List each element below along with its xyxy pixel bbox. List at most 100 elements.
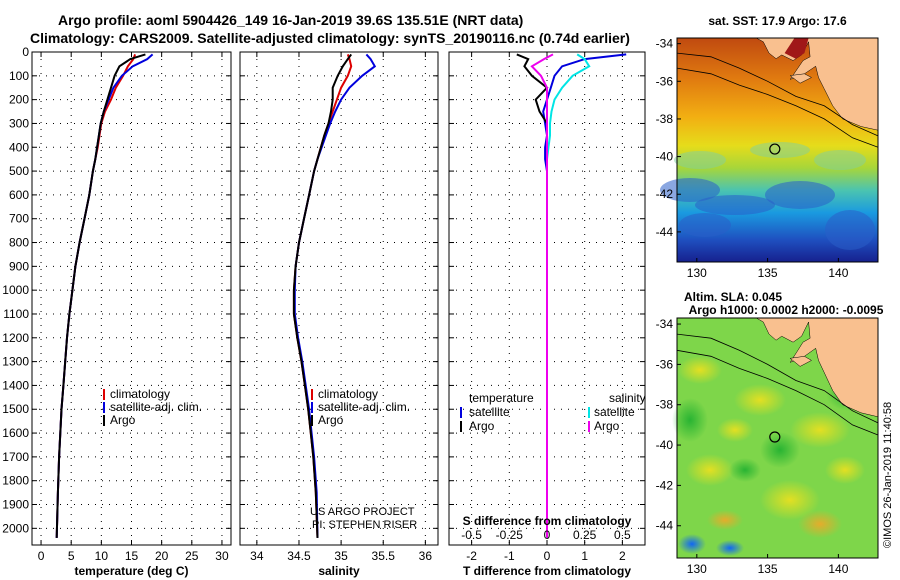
legend-temperature-head: temperature [469, 391, 534, 405]
figure-title-line2: Climatology: CARS2009. Satellite-adjuste… [30, 30, 630, 46]
legend-label-temp: satellite [469, 405, 510, 419]
credit-project: US ARGO PROJECT [310, 506, 415, 518]
map-x-tick-label: 135 [758, 562, 778, 576]
y-tick-label: 1100 [3, 307, 29, 321]
copyright-text: ©IMOS 26-Jan-2019 11:40:58 [882, 402, 894, 548]
legend-label-satellite: satellite-adj. clim. [110, 400, 202, 414]
y-tick-label: 200 [9, 93, 29, 107]
map-x-tick-label: 130 [687, 266, 707, 280]
x-tick-label: -1 [504, 549, 515, 563]
y-tick-label: 1800 [2, 474, 29, 488]
warm-gulf-water [784, 38, 809, 59]
depth-contour [676, 67, 879, 148]
land-kangaroo-island [789, 356, 813, 367]
x-tick-label: 0 [38, 549, 45, 563]
x-axis-label: salinity [318, 564, 360, 578]
land-australia [756, 37, 879, 131]
sla-anomaly-blob [686, 454, 734, 486]
x-tick-label: 30 [215, 549, 229, 563]
y-tick-label: 1000 [2, 283, 29, 297]
sst-cool-patch [674, 151, 726, 169]
map-y-tick-label: -42 [656, 187, 674, 201]
panel-salinity: 34 34.5 35 35.5 36 salinity climatologysatelli… [239, 51, 439, 578]
map-x-tick-label: 135 [758, 266, 778, 280]
map-frame [676, 317, 879, 559]
map-title: sat. SST: 17.9 Argo: 17.6 [708, 14, 847, 28]
map-y-tick-label: -38 [656, 112, 674, 126]
argo-location-marker [769, 431, 781, 443]
series-line-climatology [292, 54, 353, 538]
legend-label-satellite: satellite-adj. clim. [318, 400, 410, 414]
land-kangaroo-island [789, 73, 813, 84]
x-tick-label: 20 [155, 549, 169, 563]
x-tick-label: -2 [466, 549, 477, 563]
x-tick-label: 35.5 [372, 549, 396, 563]
depth-contour [676, 52, 879, 137]
sla-anomaly-blob [825, 456, 865, 484]
x-tick-label: 35 [334, 549, 348, 563]
x2-tick-label: 0.25 [573, 528, 597, 542]
y-tick-label: 100 [9, 69, 29, 83]
profile-panels: 0 5 10 15 20 25 300100200300400500600700800900… [2, 45, 645, 578]
sla-anomaly-blob [707, 510, 743, 530]
y-tick-label: 400 [9, 140, 29, 154]
sla-anomaly-blob [717, 418, 753, 442]
y-tick-label: 1200 [2, 331, 29, 345]
y-tick-label: 600 [9, 188, 29, 202]
series-line-argo [55, 53, 146, 538]
sla-anomaly-blob [760, 480, 820, 520]
legend-label-argo: Argo [318, 413, 344, 427]
x2-tick-label: -0.25 [496, 528, 524, 542]
sla-anomaly-blob [729, 458, 761, 482]
y-tick-label: 800 [9, 236, 29, 250]
x-tick-label: 25 [185, 549, 199, 563]
land-australia [755, 317, 879, 418]
x-tick-label: 10 [95, 549, 109, 563]
map-y-tick-label: -36 [656, 357, 674, 371]
map-x-tick-label: 130 [687, 562, 707, 576]
series-line-temperature-argo [516, 53, 549, 538]
x-tick-label: 15 [125, 549, 139, 563]
y-tick-label: 1900 [2, 498, 29, 512]
plot-frame [31, 51, 232, 546]
y-tick-label: 300 [9, 116, 29, 130]
panel-temperature: 0 5 10 15 20 25 300100200300400500600700800900… [2, 45, 232, 578]
series-line-argo [292, 53, 353, 538]
legend-label-sal: Argo [594, 419, 620, 433]
x2-tick-label: 0 [544, 528, 551, 542]
x2-tick-label: -0.5 [461, 528, 482, 542]
x-axis-label: T difference from climatology [463, 564, 631, 578]
sla-anomaly-blob [760, 432, 800, 468]
map-sst_map: 130 135 140 -34 -36 -38 -40 -42 -44 sat. SST: 17.… [656, 14, 879, 280]
map-y-tick-label: -34 [656, 317, 674, 331]
legend-label-climatology: climatology [110, 387, 170, 401]
map-subtitle: Argo h1000: 0.0002 h2000: -0.0095 [689, 303, 884, 317]
plot-frame [239, 51, 439, 546]
series-line-salinity-argo_salinity [530, 53, 554, 538]
sst-cold-patch [660, 178, 720, 202]
x-tick-label: 2 [619, 549, 626, 563]
x-tick-label: 0 [544, 549, 551, 563]
map-title: Altim. SLA: 0.045 [684, 290, 782, 304]
map-y-tick-label: -34 [656, 37, 674, 51]
map-y-tick-label: -36 [656, 74, 674, 88]
map-y-tick-label: -38 [656, 398, 674, 412]
map-y-tick-label: -42 [656, 478, 674, 492]
y-tick-label: 1600 [2, 426, 29, 440]
map-panels: 130 135 140 -34 -36 -38 -40 -42 -44 sat. SST: 17.… [656, 14, 884, 576]
series-line-climatology [55, 54, 137, 538]
series-line-satellite [293, 53, 377, 538]
sla-anomaly-blob [716, 540, 744, 556]
x-tick-label: 34 [250, 549, 264, 563]
y-tick-label: 1300 [2, 355, 29, 369]
sla-anomaly-blob [672, 398, 708, 442]
credit-pi: PI: STEPHEN RISER [312, 519, 417, 531]
map-y-tick-label: -40 [656, 438, 674, 452]
x-tick-label: 5 [68, 549, 75, 563]
y-tick-label: 2000 [2, 521, 29, 535]
depth-contour [676, 349, 879, 436]
panel-difference: -2 -1 0 1 2T difference from climatology -0.5… [448, 51, 646, 578]
x-axis-label: temperature (deg C) [74, 564, 188, 578]
y-tick-label: 1700 [2, 450, 29, 464]
